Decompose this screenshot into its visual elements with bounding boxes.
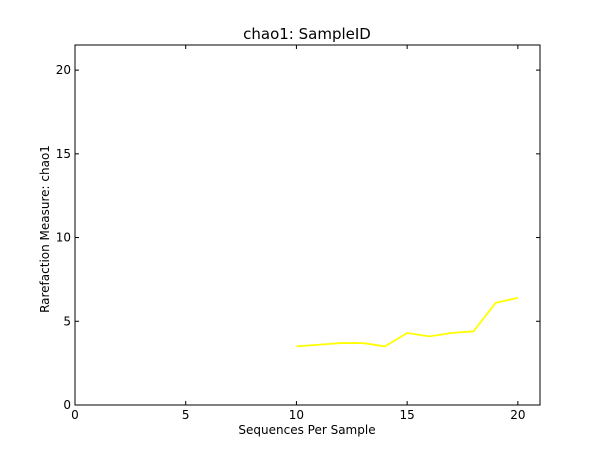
y-axis-label: Rarefaction Measure: chao1 (38, 145, 52, 313)
series-line-0 (296, 296, 519, 348)
y-tick-label-10: 10 (56, 231, 71, 245)
y-tick-label-20: 20 (56, 63, 71, 77)
x-tick-label-0: 0 (71, 408, 79, 422)
plot-area: 0 5 10 15 20 0 5 10 15 20 (56, 44, 541, 422)
x-axis-label: Sequences Per Sample (238, 423, 375, 437)
chart-title: chao1: SampleID (243, 25, 371, 43)
axes-frame (74, 44, 541, 406)
x-tick-label-5: 5 (182, 408, 190, 422)
y-tick-label-0: 0 (63, 398, 71, 412)
y-tick-label-5: 5 (63, 314, 71, 328)
y-tick-label-15: 15 (56, 147, 71, 161)
x-tick-label-15: 15 (400, 408, 415, 422)
x-tick-label-20: 20 (510, 408, 525, 422)
x-tick-label-10: 10 (289, 408, 304, 422)
